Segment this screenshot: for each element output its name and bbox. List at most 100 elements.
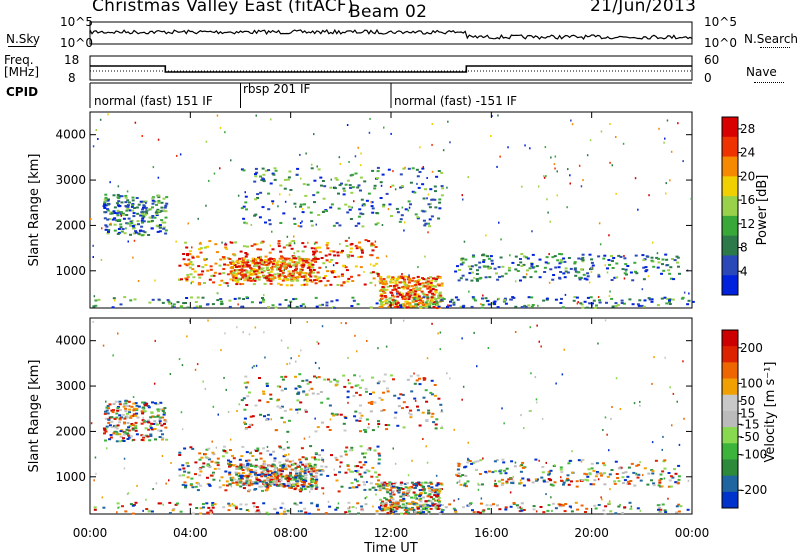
echo-cell (476, 511, 480, 514)
echo-cell (230, 159, 232, 162)
echo-cell (255, 270, 259, 273)
echo-cell (328, 253, 332, 256)
echo-cell (664, 511, 668, 513)
echo-cell (432, 488, 436, 491)
echo-cell (634, 270, 637, 273)
echo-cell (273, 508, 277, 511)
echo-cell (367, 401, 371, 404)
echo-cell (616, 477, 620, 479)
echo-cell (129, 222, 131, 224)
echo-cell (291, 261, 295, 264)
echo-cell (496, 165, 498, 168)
echo-cell (296, 279, 300, 282)
echo-cell (523, 276, 527, 279)
echo-cell (295, 360, 297, 363)
echo-cell (671, 476, 675, 479)
echo-cell (242, 397, 246, 400)
echo-cell (228, 299, 232, 302)
echo-cell (540, 476, 544, 479)
echo-cell (426, 506, 430, 509)
echo-cell (285, 474, 289, 477)
echo-cell (481, 510, 485, 513)
echo-cell (269, 270, 273, 273)
echo-cell (484, 276, 488, 279)
echo-cell (122, 405, 126, 408)
echo-cell (428, 225, 432, 228)
echo-cell (239, 485, 243, 488)
echo-cell (277, 245, 281, 248)
echo-cell (147, 234, 151, 236)
echo-cell (246, 469, 249, 472)
echo-cell (672, 278, 676, 281)
echo-cell (354, 155, 357, 158)
echo-cell (265, 488, 269, 491)
echo-cell (673, 468, 676, 471)
colorbar-segment (722, 196, 738, 217)
echo-cell (244, 484, 248, 486)
echo-cell (414, 486, 417, 489)
echo-cell (151, 206, 154, 209)
echo-cell (376, 222, 380, 225)
echo-cell (416, 493, 420, 496)
echo-cell (415, 282, 419, 285)
echo-cell (125, 399, 129, 402)
echo-cell (316, 277, 320, 280)
echo-cell (289, 486, 293, 489)
echo-cell (436, 487, 440, 490)
echo-cell (261, 206, 265, 209)
echo-cell (520, 306, 524, 309)
echo-cell (213, 503, 217, 506)
echo-cell (633, 402, 636, 405)
echo-cell (313, 242, 316, 245)
echo-cell (438, 201, 442, 204)
echo-cell (411, 190, 415, 193)
echo-cell (426, 481, 430, 484)
echo-cell (308, 381, 312, 384)
echo-cell (186, 276, 190, 279)
echo-cell (297, 391, 301, 394)
echo-cell (363, 270, 365, 273)
echo-cell (396, 292, 398, 295)
echo-cell (129, 299, 133, 302)
echo-cell (579, 276, 583, 279)
echo-cell (324, 254, 328, 257)
echo-cell (345, 269, 349, 272)
echo-cell (563, 260, 567, 263)
echo-cell (361, 452, 365, 455)
echo-cell (350, 191, 354, 194)
echo-cell (365, 418, 369, 421)
echo-cell (554, 507, 558, 510)
echo-cell (564, 293, 567, 296)
echo-cell (354, 384, 358, 387)
echo-cell (149, 416, 153, 419)
echo-cell (381, 508, 384, 511)
echo-cell (652, 482, 656, 485)
echo-cell (127, 240, 129, 243)
echo-cell (265, 482, 269, 485)
echo-cell (529, 326, 531, 329)
echo-cell (155, 423, 159, 426)
echo-cell (354, 334, 356, 337)
echo-cell (187, 222, 189, 225)
echo-cell (129, 503, 133, 506)
echo-cell (641, 288, 644, 291)
echo-cell (115, 416, 119, 419)
echo-cell (395, 278, 399, 280)
colorbar-segment (722, 275, 738, 296)
echo-cell (199, 507, 203, 510)
echo-cell (279, 512, 283, 515)
echo-cell (90, 218, 92, 220)
echo-cell (519, 479, 522, 482)
echo-cell (668, 272, 672, 275)
echo-cell (161, 433, 164, 436)
echo-cell (427, 499, 431, 502)
echo-cell (361, 225, 365, 228)
echo-cell (401, 277, 405, 280)
echo-cell (385, 490, 389, 492)
echo-cell (392, 170, 394, 173)
echo-cell (249, 468, 253, 471)
echo-cell (545, 493, 547, 496)
echo-cell (310, 387, 314, 390)
echo-cell (216, 299, 220, 302)
echo-cell (419, 511, 423, 514)
